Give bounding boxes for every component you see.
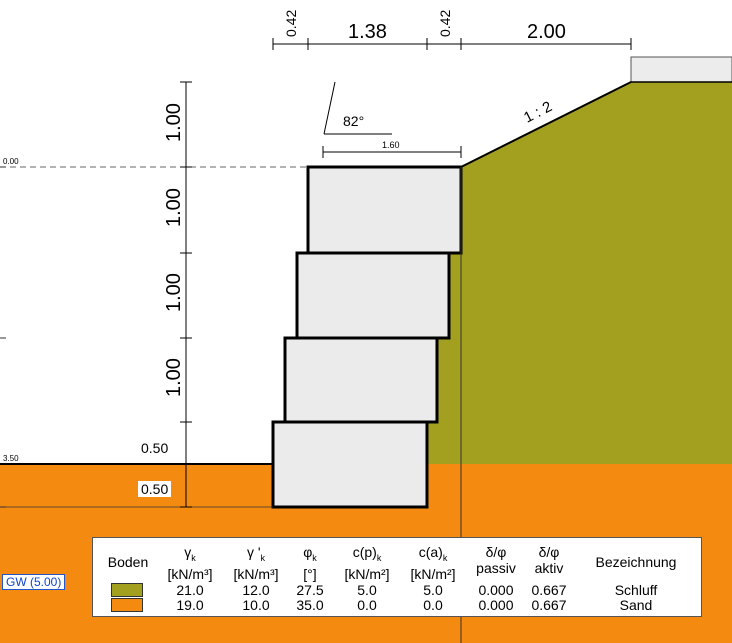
cell-gamma: 21.0 [176,582,204,598]
cell-gamma-prime: 10.0 [242,597,270,613]
base-dim-label-upper: 0.50 [138,440,172,456]
header-delta-aktiv: δ/φ aktiv [534,544,564,576]
cell-cp: 0.0 [357,597,377,613]
top-dim-138: 1.38 [348,21,387,43]
cell-delta-passiv: 0.000 [478,582,514,598]
soil-table: Boden γk [kN/m³] γ 'k [kN/m³] φk [°] c(p… [92,537,702,617]
cell-ca: 5.0 [423,582,443,598]
wall-blocks [271,165,463,509]
wall-block-2 [295,251,451,340]
top-dim-042-left: 0.42 [283,10,299,37]
top-dim-042-right: 0.42 [437,10,453,37]
wall-block-3 [283,336,439,424]
header-gamma: γk [kN/m³] [167,544,213,582]
groundwater-label: GW (5.00) [2,574,66,590]
cell-delta-aktiv: 0.667 [531,597,567,613]
left-dim-2: 1.00 [163,188,185,227]
angle-indicator [323,81,392,135]
crest-dimension [322,146,462,158]
cell-cp: 5.0 [357,582,377,598]
cell-name: Schluff [614,582,658,598]
wall-block-4 [271,420,429,509]
base-dim-label-lower: 0.50 [138,481,172,497]
cell-phi: 35.0 [296,597,324,613]
cell-ca: 0.0 [423,597,443,613]
cell-phi: 27.5 [296,582,324,598]
cell-delta-aktiv: 0.667 [531,582,567,598]
left-ticks [0,166,6,508]
top-dimension-line [272,38,632,50]
cell-name: Sand [619,597,653,613]
ground-surface-strip [630,56,732,83]
header-delta-passiv: δ/φ passiv [476,544,516,576]
left-dim-4: 1.00 [163,358,185,397]
wall-block-1 [306,165,463,255]
header-cp: c(p)k [kN/m²] [344,544,390,582]
silt-backfill [427,82,732,464]
header-phi: φk [°] [303,544,317,582]
left-dim-1: 1.00 [163,103,185,142]
slope-line [460,81,632,168]
cell-gamma: 19.0 [176,597,204,613]
swatch-sand [111,598,143,612]
level-label-350: 3.50 [3,454,19,463]
cell-delta-passiv: 0.000 [478,597,514,613]
header-ca: c(a)k [kN/m²] [410,544,456,582]
level-label-000: 0.00 [3,157,19,166]
crest-width-label: 1.60 [382,140,400,150]
left-dim-3: 1.00 [163,273,185,312]
header-gamma-prime: γ 'k [kN/m³] [233,544,279,582]
top-dim-200: 2.00 [527,21,566,43]
cell-gamma-prime: 12.0 [242,582,270,598]
header-bezeichnung: Bezeichnung [595,554,677,570]
angle-label: 82° [343,113,364,129]
swatch-schluff [111,583,143,597]
left-dimension-line [180,81,192,508]
header-boden: Boden [107,554,149,570]
